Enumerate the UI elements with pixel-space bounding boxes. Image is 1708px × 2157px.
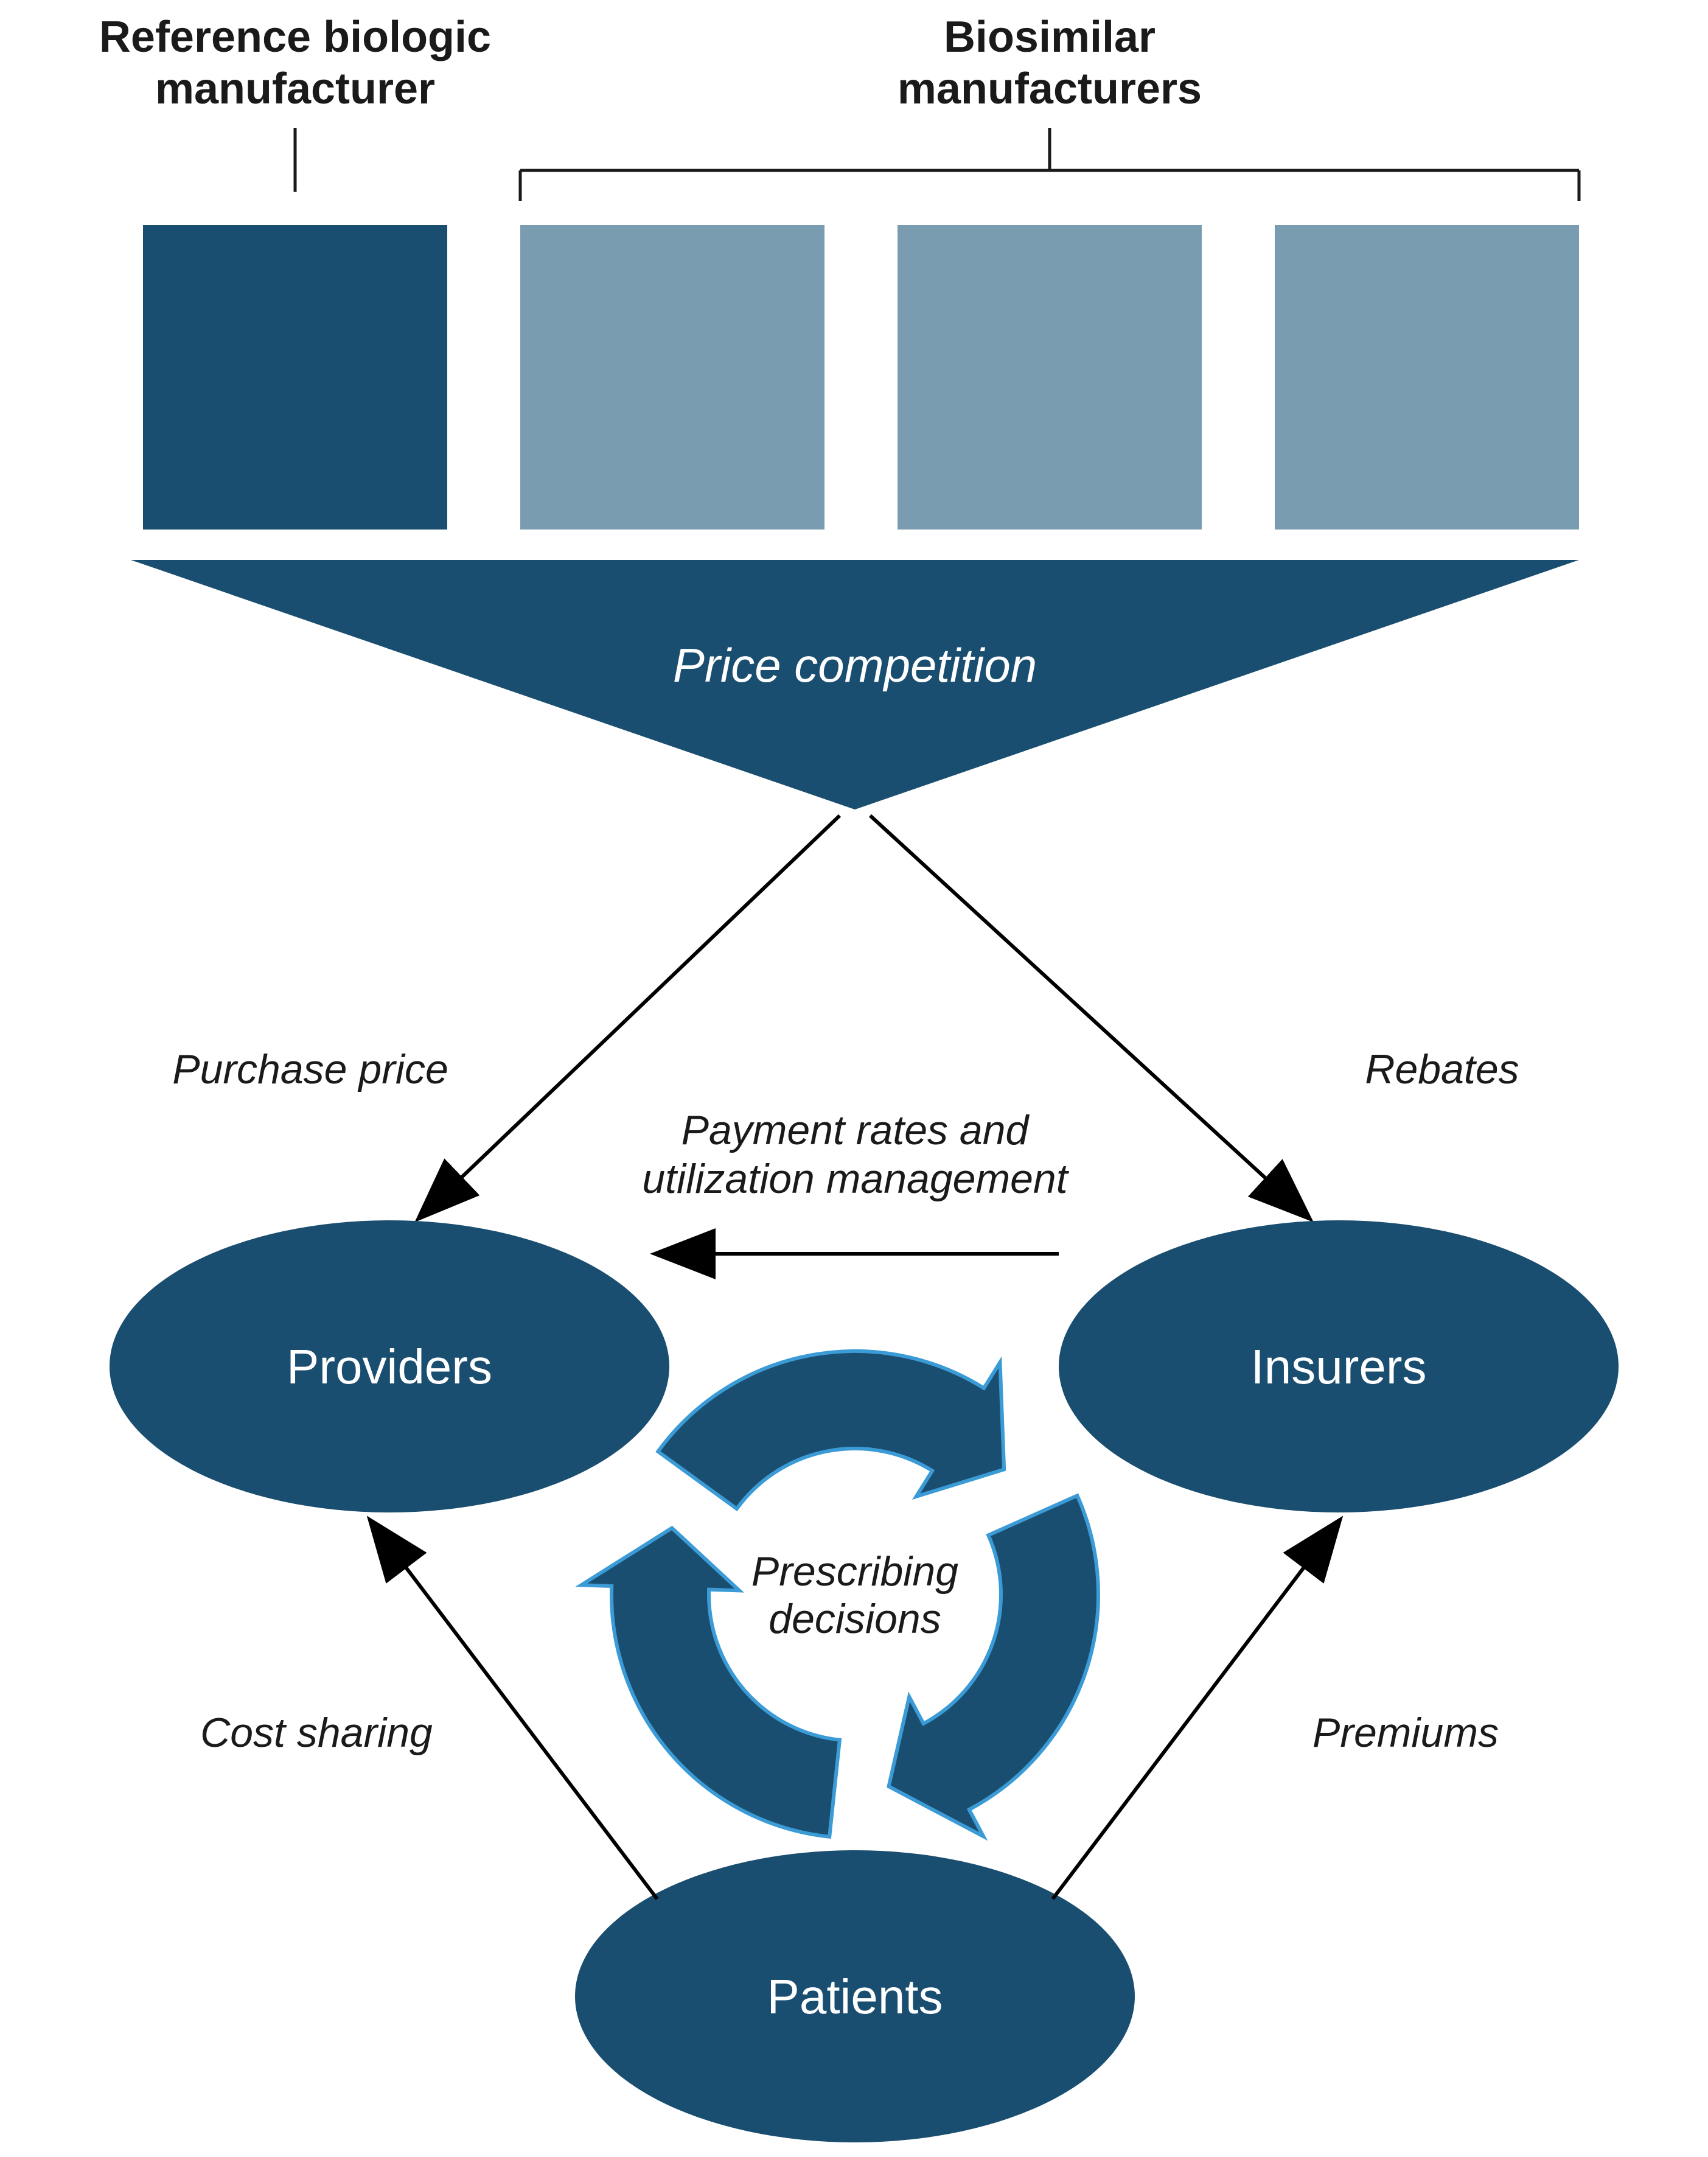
providers-label: Providers (287, 1340, 492, 1394)
patients-label: Patients (767, 1970, 943, 2024)
premiums-label: Premiums (1312, 1710, 1499, 1756)
cost-sharing-label: Cost sharing (200, 1710, 433, 1756)
funnel-label: Price competition (673, 638, 1037, 692)
biosimilar-box-2 (898, 225, 1202, 530)
biosimilar-flow-diagram: Reference biologicmanufacturerBiosimilar… (0, 0, 1708, 2157)
biosimilar-box-3 (1275, 225, 1579, 530)
insurers-label: Insurers (1251, 1340, 1427, 1394)
biosimilar-box-1 (520, 225, 824, 530)
reference-box (143, 225, 447, 530)
purchase-price-label: Purchase price (172, 1046, 448, 1092)
rebates-label: Rebates (1365, 1046, 1519, 1092)
